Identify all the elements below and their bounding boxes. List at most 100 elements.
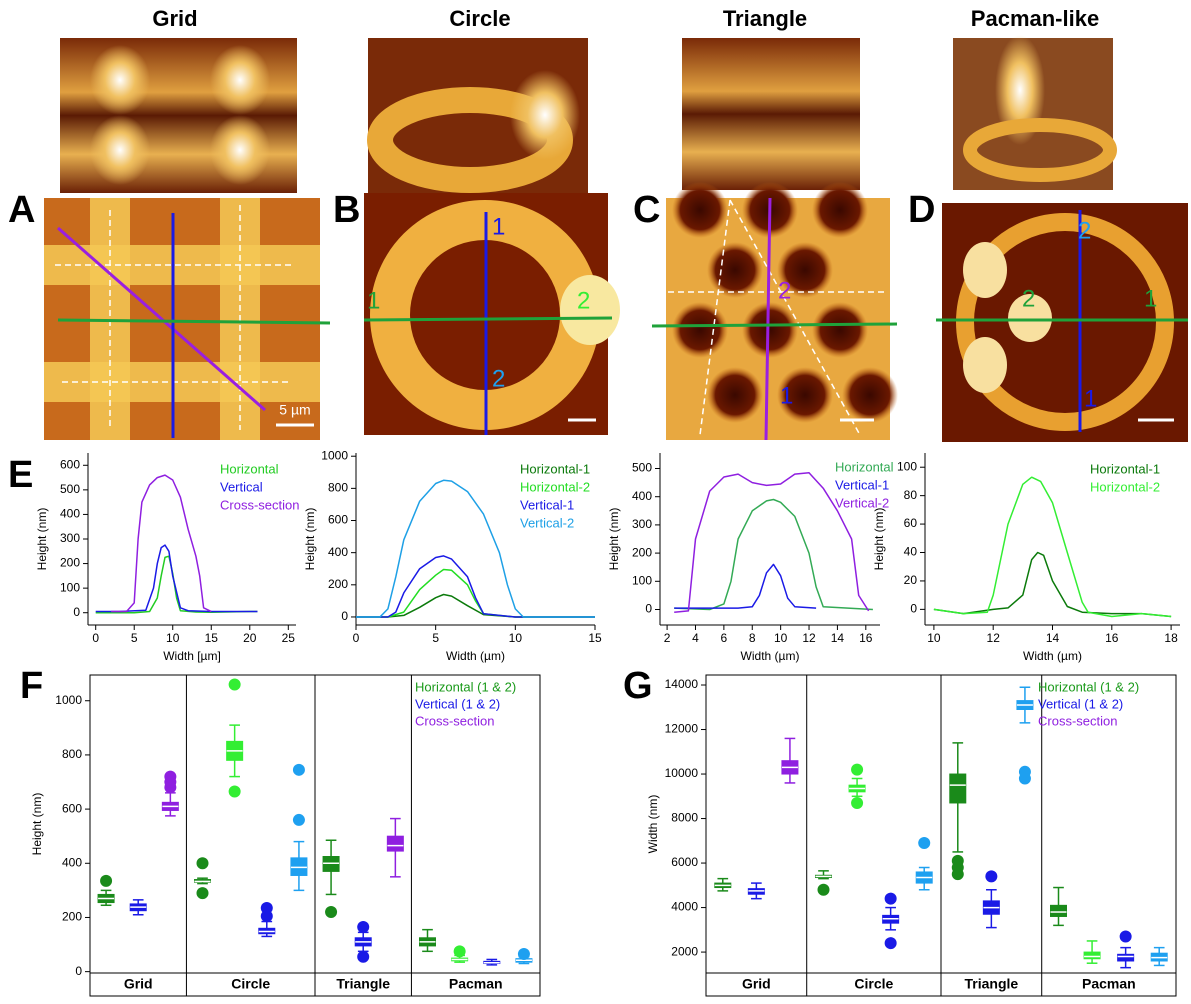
x-tick-label: 15 [205, 631, 219, 645]
y-tick-label: 800 [62, 747, 82, 761]
y-tick-label: 400 [328, 545, 348, 559]
afm-peak [90, 45, 150, 115]
outlier [325, 906, 337, 918]
outlier [357, 921, 369, 933]
panel-title: Pacman-like [971, 6, 1099, 31]
x-tick-label: 12 [802, 631, 816, 645]
panel-title: Grid [152, 6, 197, 31]
y-tick-label: 100 [632, 573, 652, 587]
x-tick-label: 10 [509, 631, 523, 645]
y-tick-label: 12000 [665, 722, 699, 736]
legend-label: Cross-section [415, 713, 494, 728]
outlier [454, 945, 466, 957]
legend-label: Horizontal [835, 459, 894, 474]
line-series [96, 545, 258, 611]
legend-label: Vertical (1 & 2) [1038, 696, 1123, 711]
category-label: Circle [231, 976, 270, 992]
x-tick-label: 0 [92, 631, 99, 645]
legend-label: Cross-section [1038, 713, 1117, 728]
category-label: Circle [854, 976, 893, 992]
afm-peak [90, 115, 150, 185]
y-tick-label: 600 [62, 801, 82, 815]
panel-letter: G [623, 665, 653, 707]
y-axis-label: Width (nm) [646, 795, 660, 854]
x-tick-label: 5 [432, 631, 439, 645]
panel-letter: C [633, 189, 660, 231]
image-label: 1 [367, 287, 380, 314]
y-tick-label: 20 [904, 573, 918, 587]
y-tick-label: 400 [632, 489, 652, 503]
x-tick-label: 10 [927, 631, 941, 645]
x-tick-label: 8 [749, 631, 756, 645]
x-tick-label: 6 [721, 631, 728, 645]
y-tick-label: 500 [60, 482, 80, 496]
line-series [934, 553, 1171, 617]
y-tick-label: 600 [60, 457, 80, 471]
outlier [197, 857, 209, 869]
legend-label: Horizontal-1 [1090, 461, 1160, 476]
line-series [356, 556, 595, 617]
outlier [851, 764, 863, 776]
x-tick-label: 5 [131, 631, 138, 645]
y-tick-label: 80 [904, 488, 918, 502]
afm-peak [510, 70, 580, 160]
y-tick-label: 300 [60, 531, 80, 545]
legend-label: Horizontal [220, 461, 279, 476]
box [1051, 905, 1067, 916]
legend-label: Vertical-1 [520, 497, 574, 512]
box [1118, 954, 1134, 961]
scale-bar-label: 5 µm [279, 402, 310, 418]
y-tick-label: 60 [904, 516, 918, 530]
outlier [518, 948, 530, 960]
outlier [818, 884, 830, 896]
category-label: Triangle [336, 976, 390, 992]
y-tick-label: 10000 [665, 766, 699, 780]
x-tick-label: 25 [282, 631, 296, 645]
y-tick-label: 0 [645, 602, 652, 616]
legend-label: Vertical-2 [520, 515, 574, 530]
outlier [197, 887, 209, 899]
x-tick-label: 0 [353, 631, 360, 645]
y-tick-label: 800 [328, 481, 348, 495]
y-tick-label: 500 [632, 461, 652, 475]
image-label: 1 [1144, 285, 1157, 312]
y-axis-label: Height (nm) [30, 793, 44, 856]
x-tick-label: 14 [1046, 631, 1060, 645]
y-tick-label: 6000 [671, 855, 698, 869]
line-series [111, 475, 211, 611]
y-tick-label: 300 [632, 517, 652, 531]
afm-bump [963, 242, 1007, 298]
box [387, 836, 403, 851]
y-axis-label: Height (nm) [607, 508, 621, 571]
x-tick-label: 4 [692, 631, 699, 645]
legend-label: Vertical (1 & 2) [415, 696, 500, 711]
outlier [885, 893, 897, 905]
afm-2d-pacman [942, 203, 1188, 442]
image-label: 2 [577, 287, 590, 314]
y-tick-label: 0 [910, 602, 917, 616]
y-tick-label: 8000 [671, 811, 698, 825]
profile-line [652, 324, 897, 326]
afm-peak [210, 115, 270, 185]
outlier [100, 875, 112, 887]
outlier [851, 797, 863, 809]
box [950, 774, 966, 803]
x-tick-label: 10 [774, 631, 788, 645]
y-tick-label: 0 [341, 609, 348, 623]
image-label: 1 [492, 213, 505, 240]
y-axis-label: Height (nm) [303, 508, 317, 571]
y-tick-label: 40 [904, 545, 918, 559]
outlier [885, 937, 897, 949]
outlier [357, 951, 369, 963]
line-series [674, 473, 868, 613]
legend-label: Horizontal (1 & 2) [1038, 679, 1139, 694]
y-tick-label: 4000 [671, 900, 698, 914]
y-tick-label: 200 [60, 556, 80, 570]
y-axis-label: Height (nm) [872, 508, 886, 571]
legend-label: Horizontal (1 & 2) [415, 679, 516, 694]
profile-line [364, 318, 612, 320]
y-tick-label: 200 [328, 577, 348, 591]
x-tick-label: 15 [588, 631, 602, 645]
panel-title: Circle [449, 6, 510, 31]
line-series [674, 564, 816, 608]
